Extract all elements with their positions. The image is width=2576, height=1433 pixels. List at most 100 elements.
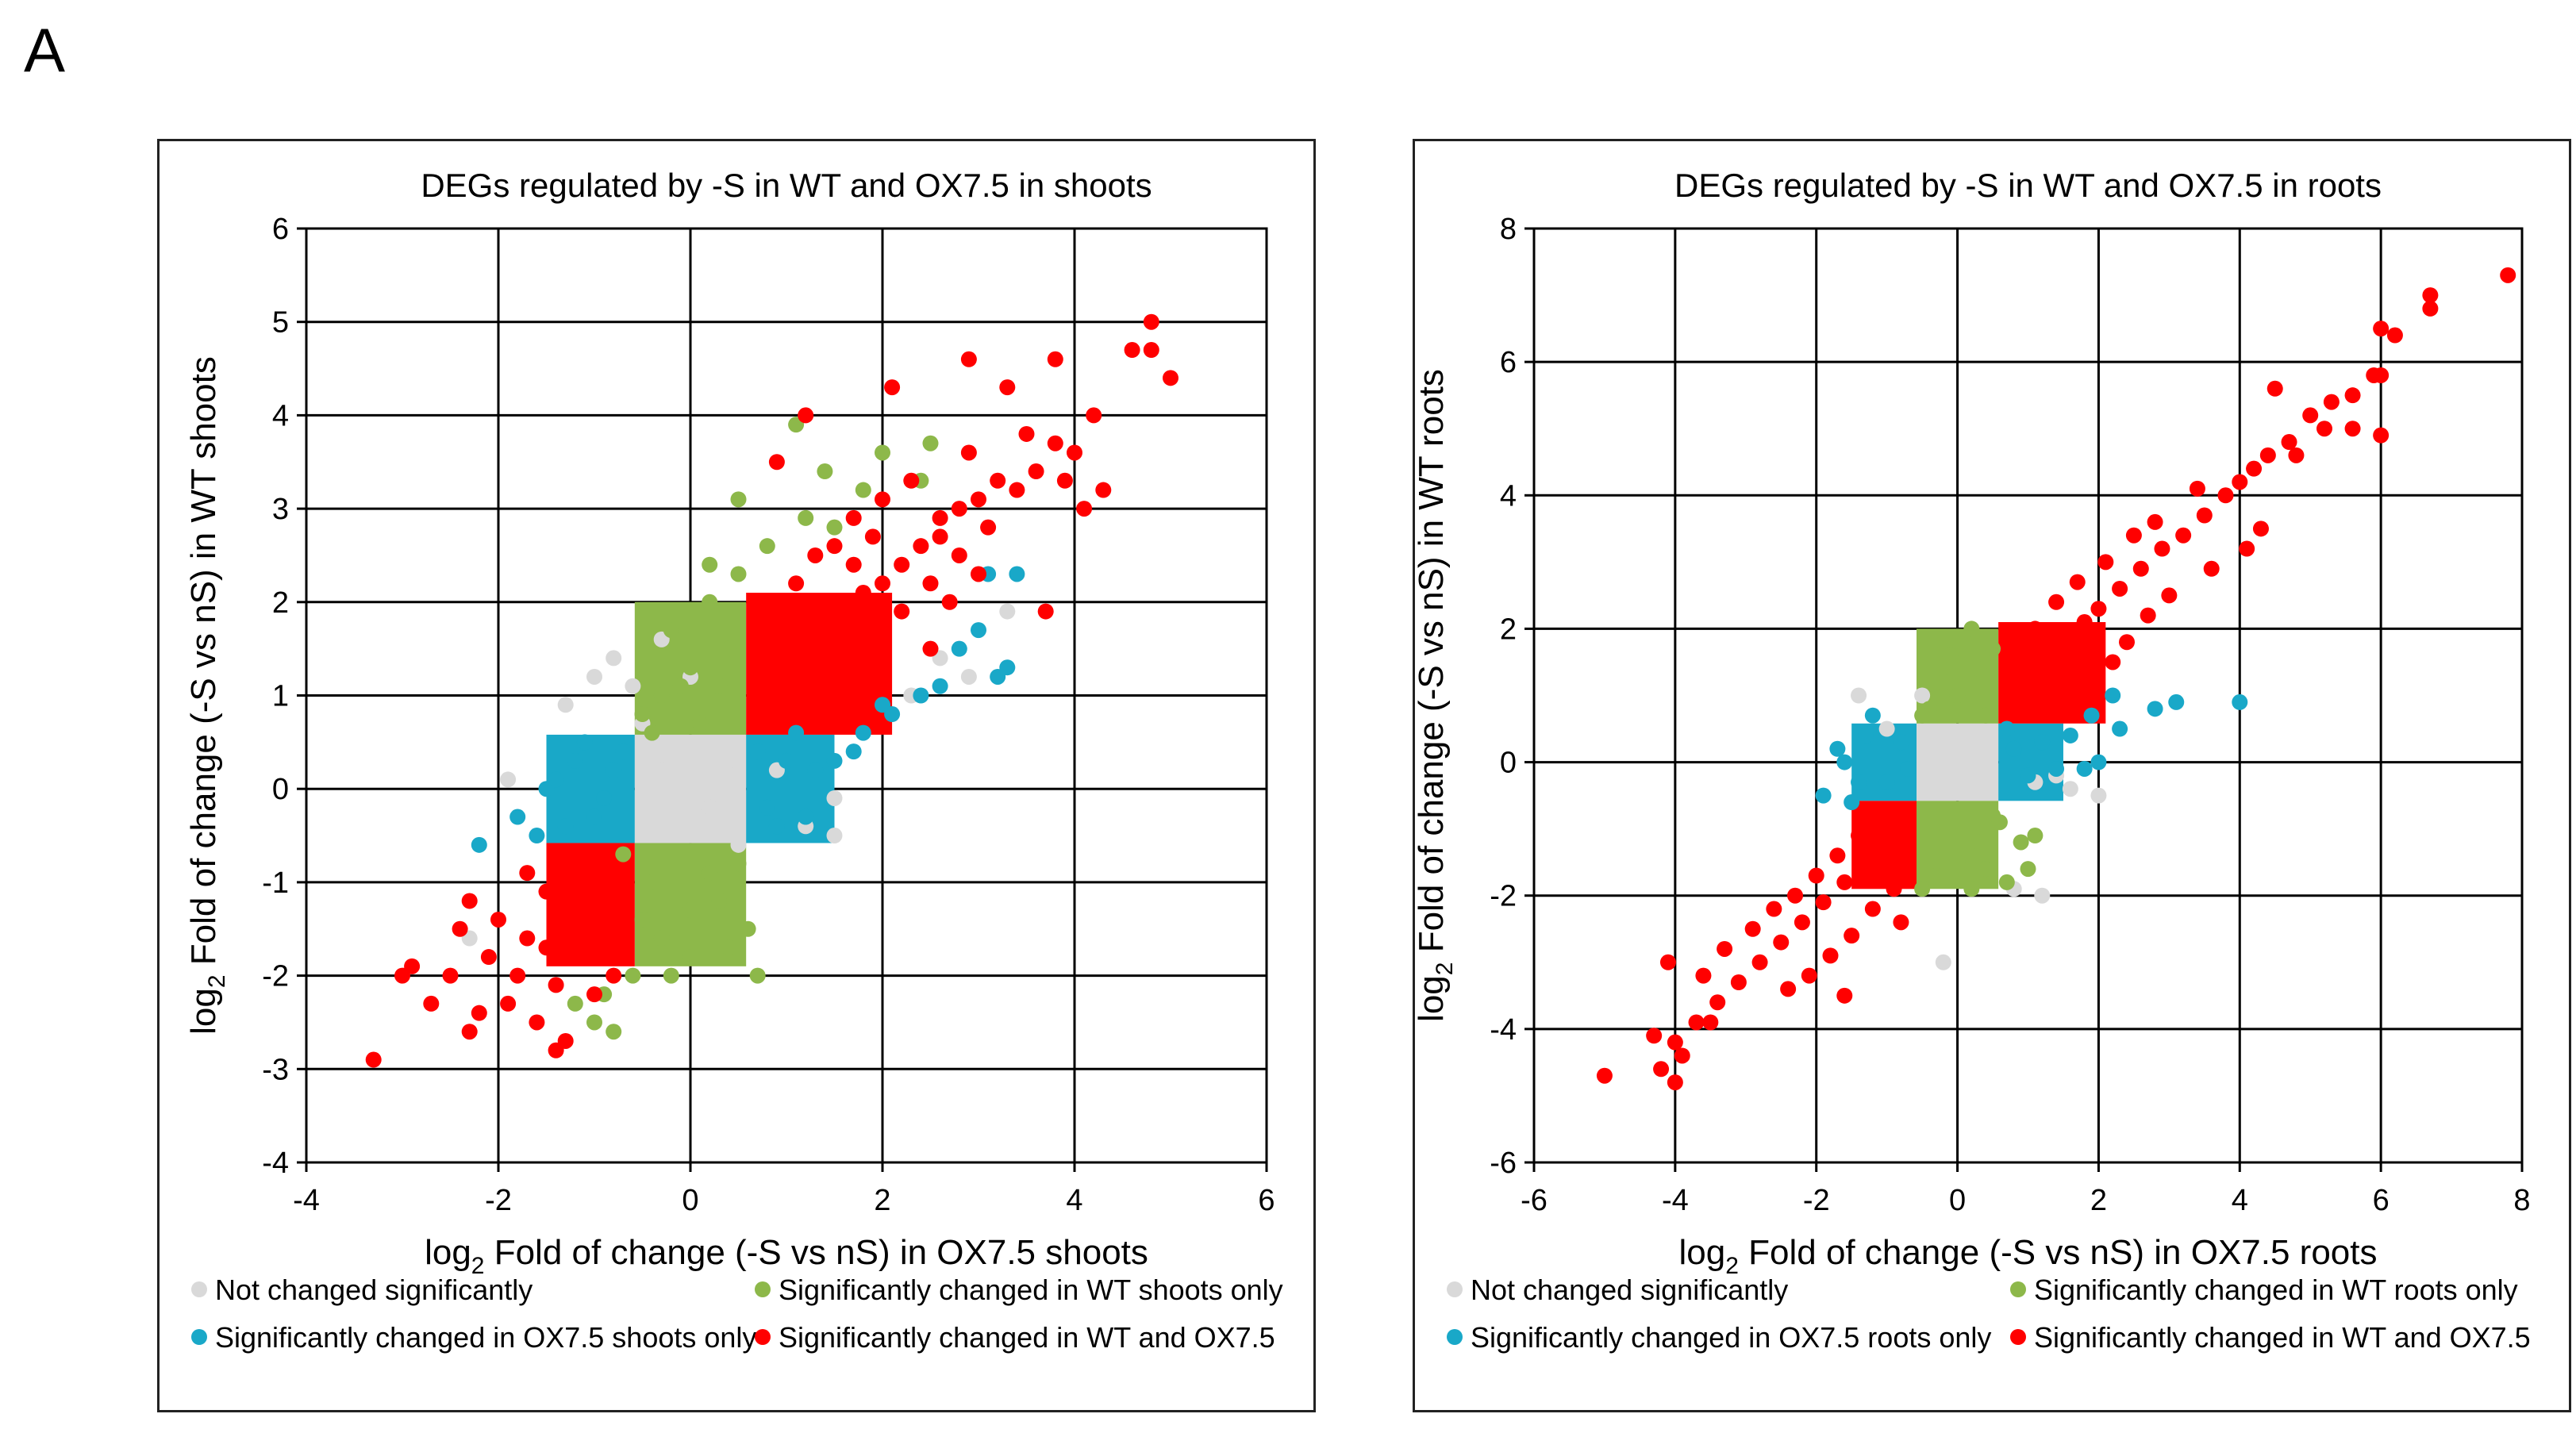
chart1-xtick-label-7: 8 xyxy=(2513,1184,2530,1217)
chart0-point-ox_only-9 xyxy=(596,789,613,806)
chart1-point-ox_only-1 xyxy=(1857,727,1874,743)
chart1-point-both-3 xyxy=(2055,634,2071,651)
chart0-point-wt_only-19 xyxy=(672,678,689,694)
chart1-xlabel: log2 Fold of change (-S vs nS) in OX7.5 … xyxy=(1679,1233,2378,1279)
chart1-point-ox_only-23 xyxy=(1829,740,1846,757)
chart0-point-both-14 xyxy=(1009,482,1025,498)
chart-shoots: -4 -2 0 2 4 6 -4 -3 -2 -1 0 1 2 3 4 5 6 DEGs regulated by… xyxy=(184,157,1283,1354)
chart0-point-both-85 xyxy=(606,939,622,956)
chart1-point-both-17 xyxy=(2323,394,2340,410)
chart0-point-both-51 xyxy=(798,706,814,723)
chart0-legend-marker-not_changed xyxy=(191,1281,207,1297)
chart1-ytick-label-3: 0 xyxy=(1500,747,1517,780)
chart1-point-both-46 xyxy=(2266,380,2283,397)
chart0-point-both-75 xyxy=(529,1014,545,1031)
chart0-point-ox_only-15 xyxy=(807,762,824,778)
chart1-point-both-73 xyxy=(1871,807,1888,824)
chart1-point-both-38 xyxy=(2041,693,2058,710)
chart1-point-both-36 xyxy=(2083,667,2100,684)
chart0-point-wt_only-18 xyxy=(702,556,718,573)
chart0-point-both-40 xyxy=(1095,482,1112,498)
chart0-ytick-label-2: -2 xyxy=(262,960,289,993)
chart1-point-both-8 xyxy=(2154,540,2170,557)
chart0-point-wt_only-4 xyxy=(663,622,679,639)
chart0-point-wt_only-12 xyxy=(875,444,890,461)
chart0-point-both-48 xyxy=(864,631,881,647)
chart0-point-wt_only-1 xyxy=(653,687,670,704)
chart0-point-wt_only-10 xyxy=(730,491,747,508)
chart1-point-ox_only-11 xyxy=(2048,760,2065,777)
chart0-point-wt_only-30 xyxy=(730,855,747,872)
chart0-point-both-8 xyxy=(894,556,910,573)
chart1-point-ox_only-18 xyxy=(2232,693,2248,710)
chart1-point-both-7 xyxy=(2132,560,2149,577)
chart0-point-wt_only-27 xyxy=(586,1014,602,1031)
chart1-point-wt_only-6 xyxy=(1963,620,1980,637)
chart0-point-both-31 xyxy=(798,407,814,424)
chart0-title-bg xyxy=(398,157,1175,209)
chart1-point-both-41 xyxy=(2069,574,2086,590)
chart0-point-both-25 xyxy=(826,538,843,555)
chart1-legend-label-ox_only: Significantly changed in OX7.5 roots onl… xyxy=(1471,1321,1991,1354)
chart1-point-both-50 xyxy=(1857,854,1874,870)
chart1-point-ox_only-10 xyxy=(2034,734,2051,751)
chart0-point-ox_only-17 xyxy=(768,818,785,835)
chart0-point-ox_only-19 xyxy=(845,743,862,760)
chart0-point-both-1 xyxy=(768,659,785,676)
chart1-point-both-39 xyxy=(2027,620,2043,637)
chart1-point-ox_only-13 xyxy=(2076,760,2093,777)
chart0-point-both-35 xyxy=(1047,351,1063,367)
chart0-point-both-79 xyxy=(394,967,410,984)
chart1-title-bg xyxy=(1639,157,2417,209)
chart1-point-both-63 xyxy=(1674,1047,1690,1064)
chart1-point-both-43 xyxy=(2125,527,2142,544)
chart1-point-wt_only-12 xyxy=(1928,867,1944,884)
chart1-point-wt_only-1 xyxy=(1935,674,1951,690)
chart1-point-not_changed-10 xyxy=(1921,727,1937,743)
chart1-point-ox_only-4 xyxy=(1815,787,1832,804)
chart1-point-wt_only-7 xyxy=(1914,707,1931,724)
chart1-point-both-13 xyxy=(2246,460,2263,477)
chart1-point-both-77 xyxy=(1822,947,1839,964)
chart1-point-ox_only-5 xyxy=(1844,794,1860,811)
chart1-point-both-83 xyxy=(1646,1028,1663,1044)
chart1-point-both-44 xyxy=(2147,513,2163,530)
chart1-point-both-2 xyxy=(2034,647,2051,664)
chart0-point-wt_only-9 xyxy=(644,724,660,741)
chart1-point-both-59 xyxy=(1667,1034,1683,1051)
chart0-ytick-label-8: 4 xyxy=(272,399,289,432)
chart0-point-wt_only-7 xyxy=(721,640,737,657)
chart1-legend-marker-not_changed xyxy=(1447,1281,1463,1297)
chart0-title: DEGs regulated by -S in WT and OX7.5 in … xyxy=(421,167,1152,204)
chart0-point-ox_only-12 xyxy=(759,799,775,816)
chart0-point-wt_only-8 xyxy=(692,715,709,732)
chart1-point-wt_only-8 xyxy=(1978,707,1994,724)
chart0-point-not_changed-10 xyxy=(826,789,843,806)
chart0-ytick-label-3: -1 xyxy=(262,866,289,900)
chart1-point-both-74 xyxy=(1893,854,1909,870)
chart0-point-wt_only-21 xyxy=(644,874,660,890)
chart0-point-wt_only-28 xyxy=(663,967,679,984)
chart0-point-ox_only-31 xyxy=(788,724,805,741)
chart1-point-not_changed-7 xyxy=(2090,787,2107,804)
chart0-ylabel: log2 Fold of change (-S vs nS) in WT sho… xyxy=(184,356,230,1035)
chart1-point-both-81 xyxy=(1886,881,1902,897)
chart0-point-both-56 xyxy=(960,444,977,461)
chart1-point-both-16 xyxy=(2302,407,2319,424)
chart0-point-not_changed-12 xyxy=(826,828,843,844)
chart1-point-ox_only-15 xyxy=(2112,720,2128,737)
chart0-point-ox_only-2 xyxy=(586,809,602,825)
chart0-point-both-81 xyxy=(461,1024,478,1040)
chart1-point-not_changed-5 xyxy=(2034,887,2051,904)
chart0-point-both-55 xyxy=(1018,425,1035,442)
chart0-point-ox_only-27 xyxy=(990,668,1006,685)
chart0-point-both-24 xyxy=(807,547,824,563)
chart1-point-both-53 xyxy=(1794,914,1810,931)
chart0-xtick-label-1: -2 xyxy=(485,1184,512,1217)
chart0-point-both-5 xyxy=(836,594,852,610)
chart0-point-both-34 xyxy=(999,379,1016,396)
chart0-point-ox_only-4 xyxy=(529,828,545,844)
chart1-point-both-9 xyxy=(2175,527,2192,544)
chart1-point-both-28 xyxy=(2288,447,2305,463)
chart1-point-wt_only-11 xyxy=(1949,854,1966,870)
